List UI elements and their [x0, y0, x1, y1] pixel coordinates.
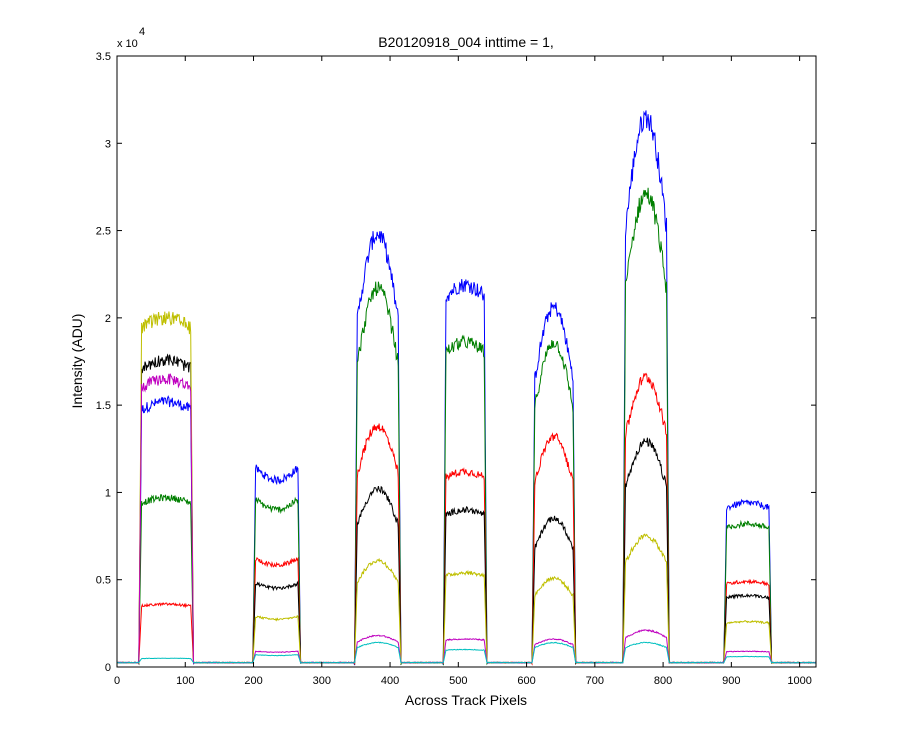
x-tick-label: 300 [313, 675, 331, 687]
plot-frame [116, 55, 817, 668]
y-tick-label: 0.5 [96, 575, 111, 587]
y-tick-label: 1 [105, 487, 111, 499]
y-tick-label: 3 [105, 138, 111, 150]
y-multiplier-exponent: 4 [139, 26, 145, 38]
y-axis-label: Intensity (ADU) [69, 314, 85, 409]
x-axis-label: Across Track Pixels [405, 692, 527, 708]
y-tick-label: 2 [105, 313, 111, 325]
x-tick-label: 900 [722, 675, 740, 687]
series-line-7 [116, 641, 816, 664]
y-tick-label: 1.5 [96, 400, 111, 412]
x-tick-label: 200 [244, 675, 262, 687]
y-tick-label: 3.5 [96, 51, 111, 63]
x-tick-label: 0 [114, 675, 120, 687]
x-tick-label: 700 [586, 675, 604, 687]
x-tick-label: 500 [449, 675, 467, 687]
x-tick-label: 100 [176, 675, 194, 687]
series-layer [116, 110, 817, 666]
x-tick-label: 1000 [787, 675, 811, 687]
chart-title: B20120918_004 inttime = 1, [378, 34, 554, 50]
plot-area [117, 56, 816, 667]
y-tick-label: 0 [105, 662, 111, 674]
x-tick-label: 800 [654, 675, 672, 687]
y-multiplier-base: x 10 [117, 38, 138, 50]
x-tick-label: 400 [381, 675, 399, 687]
x-tick-label: 600 [517, 675, 535, 687]
y-ticks: 0 0.5 1 1.5 2 2.5 3 3.5 [96, 51, 816, 674]
y-tick-label: 2.5 [96, 226, 111, 238]
x-ticks: 0 100 200 300 400 500 600 700 800 900 1000 [114, 56, 812, 687]
